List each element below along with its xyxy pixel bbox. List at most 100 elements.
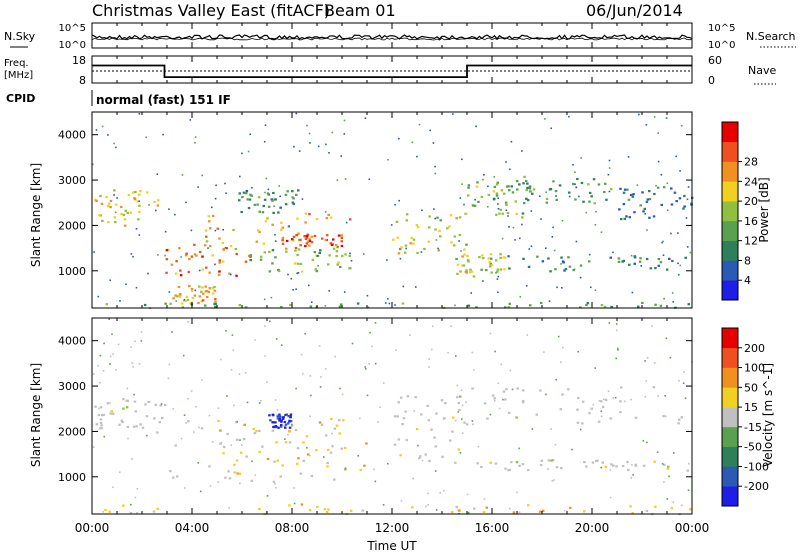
colorbar-tick-label: 200 <box>744 342 765 355</box>
power-panel: 1000 2000 3000 4000 Slant Range [km] 4 8 12 16… <box>29 111 771 309</box>
freq-left-tick-bottom: 8 <box>79 74 86 87</box>
power-colorbar: 4 8 12 16 20 24 28 <box>721 121 758 301</box>
freq-label-2: [MHz] <box>4 70 33 81</box>
colorbar-tick-label: 8 <box>744 254 751 267</box>
power-band-3 <box>204 212 352 251</box>
power-scatter <box>92 112 694 309</box>
power-band-1 <box>165 243 252 277</box>
colorbar-tick-label: 4 <box>744 274 751 287</box>
velocity-band-2 <box>217 417 368 475</box>
power-band-13 <box>105 301 690 309</box>
y-tick-label: 4000 <box>58 129 86 142</box>
cpid-label: CPID <box>6 92 35 105</box>
colorbar-tick-label: -100 <box>744 460 769 473</box>
colorbar-swatch <box>722 328 738 349</box>
colorbar-tick-label: 50 <box>744 381 758 394</box>
velocity-y-label: Slant Range [km] <box>29 363 43 467</box>
colorbar-tick-label: -200 <box>744 480 769 493</box>
power-band-4 <box>249 248 352 273</box>
power-band-2 <box>172 284 217 305</box>
y-tick-label: 3000 <box>58 174 86 187</box>
noise-search-label: N.Search <box>746 30 796 43</box>
power-band-7 <box>392 212 468 255</box>
colorbar-tick-label: -15 <box>744 421 762 434</box>
colorbar-frame <box>721 327 739 507</box>
velocity-colorbar: 200 100 50 15 -15 -50 -100 -200 <box>721 327 769 507</box>
freq-right-tick-bottom: 0 <box>708 74 715 87</box>
velocity-panel: 1000 2000 3000 4000 Slant Range [km] 200 100… <box>29 317 775 516</box>
colorbar-tick-label: 12 <box>744 235 758 248</box>
x-tick-label: 08:00 <box>275 521 310 535</box>
velocity-band-0 <box>94 398 167 434</box>
colorbar-swatch <box>722 407 738 428</box>
velocity-band-1 <box>169 420 347 483</box>
power-y-label: Slant Range [km] <box>29 163 43 267</box>
colorbar-tick-label: 20 <box>744 195 758 208</box>
colorbar-frame <box>721 121 739 301</box>
x-tick-label: 12:00 <box>375 521 410 535</box>
velocity-y-ticks: 1000 2000 3000 4000 <box>58 335 692 484</box>
power-speckles <box>92 112 692 309</box>
power-colorbar-label: Power [dB] <box>757 177 771 242</box>
x-tick-label: 20:00 <box>575 521 610 535</box>
colorbar-swatch <box>722 141 738 162</box>
y-tick-label: 4000 <box>58 335 86 348</box>
noise-search-trace <box>91 37 693 41</box>
power-band-12 <box>618 186 694 221</box>
date-label: 06/Jun/2014 <box>586 1 683 20</box>
time-axis: 00:00 04:00 08:00 12:00 16:00 20:00 00:00 <box>75 23 710 535</box>
colorbar-tick-label: 100 <box>744 362 765 375</box>
colorbar-tick-label: 16 <box>744 215 758 228</box>
colorbar-swatch <box>722 426 738 447</box>
y-tick-label: 2000 <box>58 219 86 232</box>
power-band-11 <box>492 175 613 205</box>
colorbar-swatch <box>722 240 738 261</box>
colorbar-swatch <box>722 280 738 301</box>
x-tick-label: 00:00 <box>675 521 710 535</box>
noise-sky-trace <box>91 34 693 40</box>
noise-sky-label: N.Sky <box>4 30 36 43</box>
noise-right-tick-bottom: 10^0 <box>708 40 735 51</box>
colorbar-swatch <box>722 260 738 281</box>
colorbar-swatch <box>722 466 738 487</box>
noise-left-tick-top: 10^5 <box>59 23 86 34</box>
x-tick-label: 00:00 <box>75 521 110 535</box>
velocity-band-3 <box>268 413 293 429</box>
cpid-value: normal (fast) 151 IF <box>96 93 231 107</box>
velocity-colorbar-label: Velocity [m s^-1] <box>761 363 775 467</box>
x-tick-label: 04:00 <box>175 521 210 535</box>
velocity-band-6 <box>471 386 683 425</box>
colorbar-swatch <box>722 220 738 241</box>
power-panel-frame <box>91 111 693 309</box>
colorbar-swatch <box>722 181 738 202</box>
frequency-panel: Freq. [MHz] 18 8 60 0 Nave <box>4 54 776 87</box>
colorbar-tick-label: -50 <box>744 441 762 454</box>
station-title: Christmas Valley East (fitACF) <box>92 1 330 20</box>
colorbar-tick-label: 15 <box>744 401 758 414</box>
freq-left-tick-top: 18 <box>72 54 86 67</box>
colorbar-swatch <box>722 387 738 408</box>
colorbar-swatch <box>722 201 738 222</box>
nave-label: Nave <box>748 64 776 77</box>
colorbar-swatch <box>722 161 738 182</box>
colorbar-swatch <box>722 367 738 388</box>
beam-label: Beam 01 <box>324 1 396 20</box>
power-band-10 <box>467 181 532 219</box>
colorbar-swatch <box>722 122 738 143</box>
velocity-band-5 <box>476 459 689 472</box>
power-band-5 <box>281 232 344 248</box>
y-tick-label: 1000 <box>58 265 86 278</box>
colorbar-tick-label: 28 <box>744 156 758 169</box>
velocity-speckles <box>93 318 693 515</box>
power-y-ticks: 1000 2000 3000 4000 <box>58 129 692 278</box>
colorbar-swatch <box>722 446 738 467</box>
power-band-9 <box>507 255 687 273</box>
freq-label-1: Freq. <box>4 58 29 69</box>
power-band-6 <box>238 189 300 214</box>
noise-left-tick-bottom: 10^0 <box>59 40 86 51</box>
frequency-trace <box>92 64 692 78</box>
noise-right-tick-top: 10^5 <box>708 23 735 34</box>
colorbar-swatch <box>722 347 738 368</box>
power-band-0 <box>94 189 160 227</box>
